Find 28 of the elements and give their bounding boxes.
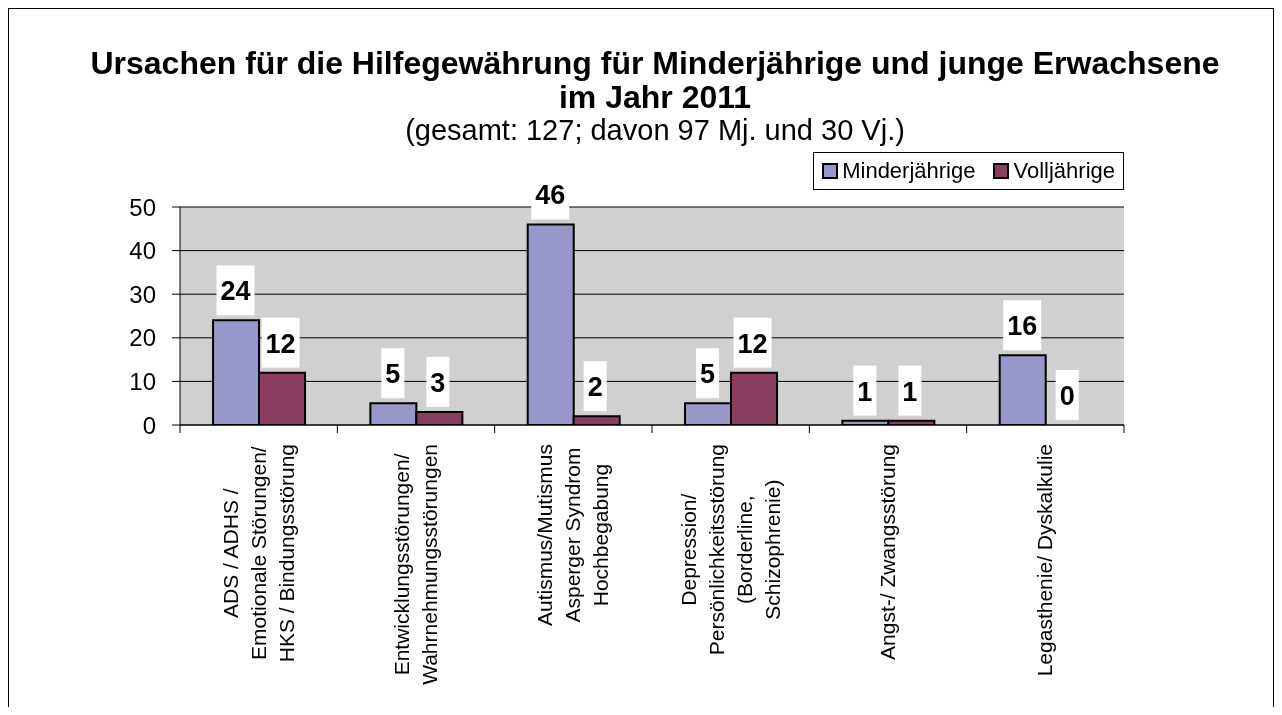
data-label: 16 [1007, 311, 1038, 342]
y-tick-label: 20 [129, 324, 156, 352]
y-tick-label: 0 [142, 411, 156, 439]
x-tick-label: ADS / ADHS / Emotionale Störungen/ HKS / Bindungsstörung [218, 444, 298, 663]
data-label: 12 [737, 328, 768, 359]
x-tick-label: Depression/ Persönlichkeitsstörung (Borderline, Schizophrenie) [676, 444, 784, 656]
y-tick-label: 40 [129, 237, 156, 265]
legend-label: Minderjährige [842, 158, 976, 184]
data-label: 0 [1059, 381, 1075, 411]
data-label: 2 [587, 372, 603, 403]
data-label: 1 [902, 376, 918, 407]
data-label: 3 [430, 367, 446, 398]
data-label: 24 [220, 276, 251, 307]
data-label: 46 [535, 180, 566, 211]
x-tick-label: Autismus/Mutismus Asperger Syndrom Hochbegabung [533, 444, 613, 627]
x-tick-label: Entwicklungsstörungen/ Wahrnehmungsstörungen [390, 443, 441, 685]
chart-title: Ursachen für die Hilfegewährung für Minderjährige und junge Erwachsene im Jahr 2011 [89, 45, 1221, 115]
y-tick-label: 10 [129, 367, 156, 395]
chart-subtitle: (gesamt: 127; davon 97 Mj. und 30 Vj.) [404, 114, 906, 146]
y-tick-label: 50 [129, 193, 156, 221]
x-tick-label: Angst-/ Zwangsstörung [876, 444, 899, 660]
legend-label: Volljährige [1013, 158, 1115, 184]
x-tick-label: Legasthenie/ Dyskalkulie [1033, 443, 1057, 677]
data-label: 1 [857, 376, 873, 407]
data-label: 12 [265, 328, 296, 359]
y-tick-label: 30 [129, 280, 156, 308]
data-label: 5 [700, 359, 716, 390]
data-label: 5 [385, 359, 401, 390]
